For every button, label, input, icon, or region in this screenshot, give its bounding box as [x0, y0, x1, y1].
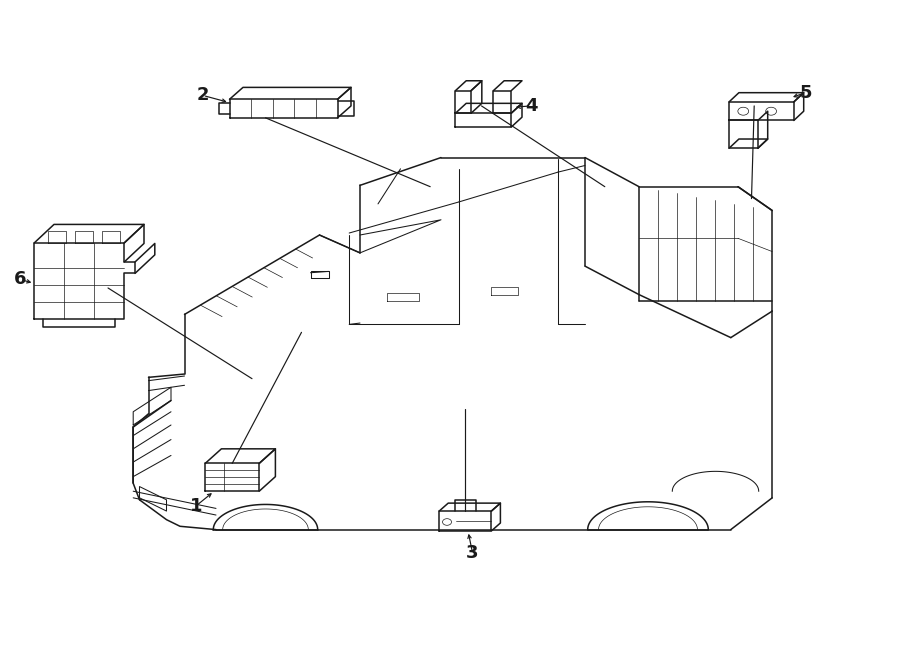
Text: 5: 5: [799, 83, 812, 102]
Text: 3: 3: [466, 544, 479, 562]
Text: 2: 2: [196, 86, 209, 105]
Text: 4: 4: [525, 97, 537, 115]
Text: 1: 1: [190, 496, 203, 515]
Text: 6: 6: [14, 270, 26, 289]
